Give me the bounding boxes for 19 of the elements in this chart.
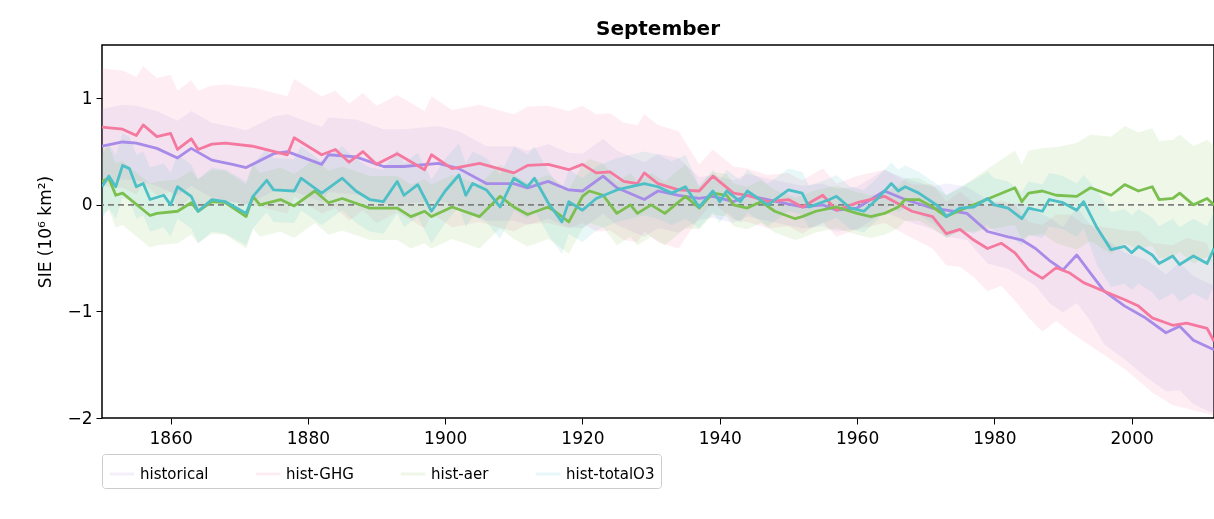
legend-label: hist-totalO3 bbox=[566, 465, 655, 483]
chart-title: September bbox=[596, 16, 721, 40]
x-tick-label: 1960 bbox=[835, 427, 880, 448]
x-tick-label: 1880 bbox=[286, 427, 331, 448]
y-axis-title: SIE (10⁶ km²) bbox=[35, 175, 56, 289]
x-tick-label: 1940 bbox=[698, 427, 742, 448]
y-tick-label: 0 bbox=[81, 194, 93, 215]
x-tick-label: 2000 bbox=[1110, 427, 1154, 448]
x-tick-label: 1920 bbox=[561, 427, 605, 448]
legend-label: hist-aer bbox=[431, 465, 490, 483]
x-tick-label: 1980 bbox=[973, 427, 1017, 448]
legend-label: hist-GHG bbox=[286, 465, 354, 483]
legend-label: historical bbox=[140, 465, 209, 483]
y-tick-label: −2 bbox=[67, 407, 93, 428]
y-tick-label: −1 bbox=[67, 300, 93, 321]
line-series bbox=[102, 164, 1214, 266]
x-tick-label: 1900 bbox=[424, 427, 468, 448]
x-tick-label: 1860 bbox=[149, 427, 193, 448]
y-tick-label: 1 bbox=[81, 87, 93, 108]
